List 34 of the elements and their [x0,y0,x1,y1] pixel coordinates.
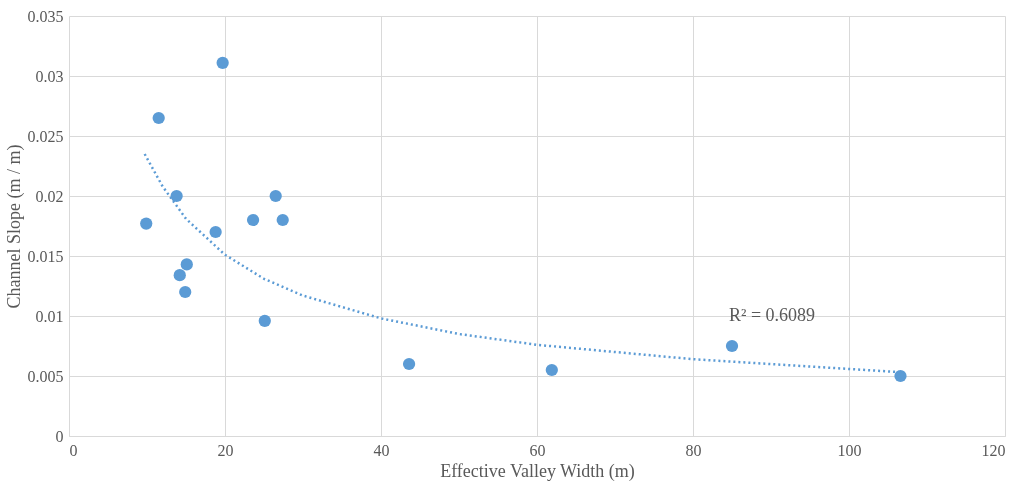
point [545,363,558,377]
y-tick-label: 0.015 [27,247,64,265]
point [269,189,282,203]
point [246,213,260,227]
x-tick-label: 100 [837,441,862,459]
point [180,258,193,271]
y-tick-label: 0.01 [35,307,64,325]
x-tick-label: 20 [217,441,234,459]
point [152,111,165,125]
point [140,217,153,230]
y-tick-label: 0.035 [27,7,64,25]
x-tick-label: 120 [981,441,1006,459]
point [179,285,192,299]
y-tick-label: 0.03 [35,67,64,85]
point [216,56,229,69]
y-tick-label: 0.02 [35,187,64,205]
point [173,269,186,282]
point [402,357,416,371]
x-tick-label: 60 [529,441,546,459]
y-tick-label: 0 [55,427,64,445]
point [276,213,289,227]
point [725,339,739,353]
annotation: R² = 0.6089 [729,305,816,325]
point [209,225,222,239]
point [894,369,907,383]
x-tick-label: 80 [685,441,702,459]
y-axis-title: Channel Slope (m / m) [3,144,25,309]
y-tick-label: 0.025 [27,127,64,145]
x-tick-label: 40 [373,441,390,459]
point [258,314,271,327]
point [170,189,183,203]
y-tick-label: 0.005 [27,367,64,385]
x-tick-label: 0 [69,441,78,459]
x-axis-title: Effective Valley Width (m) [440,460,635,482]
